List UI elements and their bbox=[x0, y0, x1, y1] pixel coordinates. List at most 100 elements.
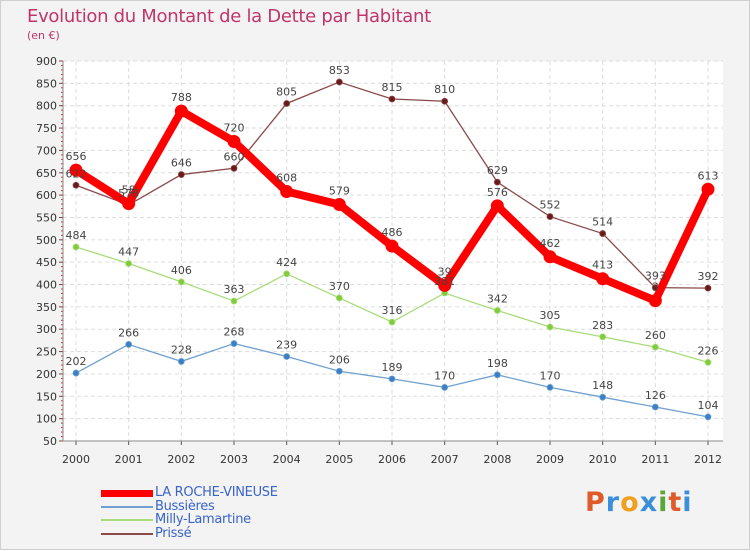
y-tick-label: 700 bbox=[36, 144, 57, 157]
data-label: 447 bbox=[118, 246, 139, 259]
y-tick-label: 300 bbox=[36, 323, 57, 336]
x-tick-label: 2006 bbox=[378, 453, 406, 466]
data-point bbox=[441, 97, 449, 105]
data-label: 206 bbox=[329, 353, 350, 366]
data-label: 305 bbox=[540, 309, 561, 322]
y-tick-label: 750 bbox=[36, 122, 57, 135]
x-tick-label: 2001 bbox=[115, 453, 143, 466]
data-point bbox=[543, 250, 557, 264]
data-label: 363 bbox=[224, 283, 245, 296]
data-point bbox=[651, 403, 659, 411]
logo-letter: x bbox=[639, 487, 659, 518]
data-point bbox=[125, 341, 133, 348]
data-point bbox=[332, 198, 346, 212]
data-label: 815 bbox=[382, 81, 403, 94]
data-label: 316 bbox=[382, 304, 403, 317]
legend-swatch bbox=[101, 532, 153, 535]
legend-swatch bbox=[101, 490, 153, 497]
data-point bbox=[599, 333, 607, 341]
data-point bbox=[651, 343, 659, 351]
data-point bbox=[546, 213, 554, 220]
data-label: 413 bbox=[592, 259, 613, 272]
data-point bbox=[490, 199, 504, 213]
data-point bbox=[704, 358, 712, 366]
data-label: 268 bbox=[224, 326, 245, 339]
y-tick-label: 500 bbox=[36, 234, 57, 247]
legend-label: Milly-Lamartine bbox=[155, 512, 251, 527]
y-tick-label: 200 bbox=[36, 368, 57, 381]
data-label: 239 bbox=[276, 339, 297, 352]
data-label: 622 bbox=[66, 167, 87, 180]
data-point bbox=[335, 367, 343, 375]
data-label: 126 bbox=[645, 389, 666, 402]
data-point bbox=[701, 182, 715, 196]
data-label: 406 bbox=[171, 264, 192, 277]
data-label: 576 bbox=[487, 186, 508, 199]
data-point bbox=[177, 278, 185, 286]
data-point bbox=[385, 239, 399, 253]
y-tick-label: 150 bbox=[36, 390, 57, 403]
logo-letter: i bbox=[682, 487, 693, 518]
data-point bbox=[648, 294, 662, 308]
x-tick-label: 2005 bbox=[325, 453, 353, 466]
y-tick-label: 400 bbox=[36, 279, 57, 292]
data-point bbox=[227, 134, 241, 148]
y-tick-label: 350 bbox=[36, 301, 57, 314]
x-tick-label: 2012 bbox=[694, 453, 722, 466]
logo-letter: i bbox=[658, 487, 669, 518]
data-point bbox=[493, 178, 501, 186]
y-tick-label: 850 bbox=[36, 77, 57, 90]
chart-title: Evolution du Montant de la Dette par Hab… bbox=[27, 6, 431, 27]
legend-swatch bbox=[101, 519, 153, 521]
data-point bbox=[230, 340, 238, 347]
data-label: 853 bbox=[329, 64, 350, 77]
data-label: 342 bbox=[487, 292, 508, 305]
data-point bbox=[69, 163, 83, 177]
data-point bbox=[441, 383, 449, 391]
data-label: 720 bbox=[224, 121, 245, 134]
data-label: 629 bbox=[487, 164, 508, 177]
data-label: 392 bbox=[698, 270, 719, 283]
logo-letter: P bbox=[585, 487, 606, 518]
x-tick-label: 2009 bbox=[536, 453, 564, 466]
data-point bbox=[177, 358, 185, 365]
x-tick-label: 2004 bbox=[273, 453, 301, 466]
data-point bbox=[174, 104, 188, 118]
data-label: 393 bbox=[645, 270, 666, 283]
y-tick-label: 50 bbox=[43, 435, 57, 448]
data-point bbox=[388, 375, 396, 383]
data-label: 788 bbox=[171, 91, 192, 104]
data-point bbox=[283, 353, 291, 360]
proxiti-logo: Proxiti bbox=[585, 487, 693, 518]
data-point bbox=[335, 78, 343, 86]
data-label: 228 bbox=[171, 343, 192, 356]
data-label: 579 bbox=[329, 185, 350, 198]
data-point bbox=[546, 383, 554, 391]
data-point bbox=[280, 185, 294, 199]
data-label: 656 bbox=[66, 150, 87, 163]
y-tick-label: 600 bbox=[36, 189, 57, 202]
x-tick-label: 2002 bbox=[167, 453, 195, 466]
x-tick-label: 2010 bbox=[589, 453, 617, 466]
data-point bbox=[283, 270, 291, 278]
y-tick-label: 450 bbox=[36, 256, 57, 269]
data-label: 198 bbox=[487, 357, 508, 370]
data-label: 148 bbox=[592, 379, 613, 392]
x-tick-label: 2000 bbox=[62, 453, 90, 466]
x-tick-label: 2011 bbox=[641, 453, 669, 466]
data-label: 381 bbox=[434, 275, 455, 288]
data-point bbox=[388, 318, 396, 326]
data-point bbox=[546, 323, 554, 331]
data-point bbox=[438, 278, 452, 292]
data-point bbox=[72, 181, 80, 189]
data-point bbox=[596, 272, 610, 286]
legend-swatch bbox=[101, 505, 153, 508]
data-label: 805 bbox=[276, 85, 297, 98]
data-label: 810 bbox=[434, 83, 455, 96]
data-label: 226 bbox=[698, 344, 719, 357]
data-point bbox=[599, 230, 607, 237]
legend-label: Prissé bbox=[155, 525, 192, 541]
data-label: 39 bbox=[438, 265, 452, 278]
logo-letter: t bbox=[668, 487, 683, 518]
data-label: 283 bbox=[592, 319, 613, 332]
